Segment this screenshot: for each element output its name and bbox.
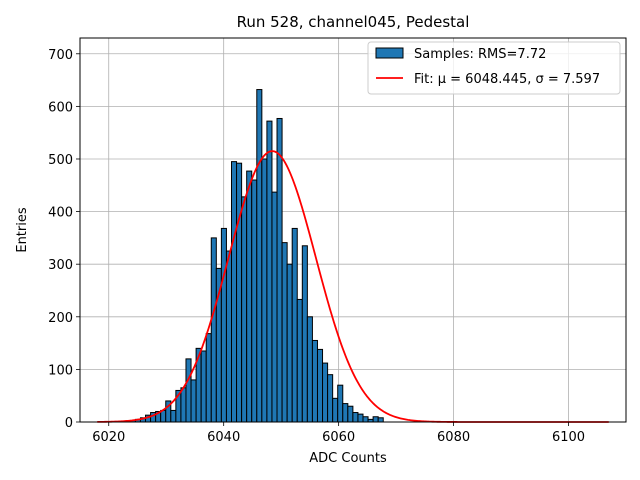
legend: Samples: RMS=7.72 Fit: μ = 6048.445, σ =… bbox=[367, 41, 621, 95]
histogram-bar bbox=[316, 348, 324, 423]
x-tick-label: 6060 bbox=[322, 430, 355, 445]
histogram-bar bbox=[377, 417, 384, 423]
histogram-bar bbox=[332, 397, 339, 423]
x-axis-label: ADC Counts bbox=[309, 451, 387, 466]
histogram-bar bbox=[342, 403, 349, 423]
histogram-bar bbox=[241, 196, 248, 423]
histogram-bar bbox=[352, 412, 359, 423]
histogram-bar bbox=[357, 413, 364, 423]
histogram-bar bbox=[271, 191, 278, 423]
histogram-bar bbox=[301, 245, 308, 423]
histogram-bar bbox=[347, 405, 354, 423]
legend-box bbox=[367, 41, 621, 95]
histogram-bar bbox=[311, 339, 318, 423]
histogram-bar bbox=[231, 161, 238, 423]
y-tick-label: 700 bbox=[48, 48, 73, 63]
x-tick-label: 6100 bbox=[552, 430, 585, 445]
y-tick-label: 0 bbox=[65, 416, 73, 431]
histogram-bar bbox=[236, 162, 243, 423]
histogram-bar bbox=[362, 416, 369, 423]
histogram-bar bbox=[220, 227, 227, 423]
histogram-bar bbox=[190, 379, 197, 423]
y-tick-label: 400 bbox=[48, 206, 73, 221]
y-axis-label: Entries bbox=[15, 207, 30, 253]
histogram-bar bbox=[200, 350, 207, 423]
histogram-bar bbox=[246, 170, 253, 423]
x-tick-label: 6040 bbox=[207, 430, 240, 445]
histogram-bar bbox=[296, 298, 303, 423]
y-tick-label: 100 bbox=[48, 363, 73, 378]
histogram-bar bbox=[291, 227, 298, 423]
y-tick-label: 600 bbox=[48, 100, 73, 115]
histogram-bar bbox=[261, 158, 268, 423]
y-tick-label: 200 bbox=[48, 311, 73, 326]
histogram-bar bbox=[251, 179, 258, 423]
histogram-bars bbox=[119, 89, 384, 423]
plot-frame bbox=[79, 37, 627, 423]
y-tick-label: 500 bbox=[48, 153, 73, 168]
histogram-bar bbox=[337, 384, 344, 423]
histogram-bar bbox=[276, 117, 283, 423]
legend-label-samples: Samples: RMS=7.72 bbox=[414, 47, 546, 62]
x-tick-label: 6020 bbox=[92, 430, 125, 445]
histogram-bar bbox=[205, 333, 212, 423]
histogram-bar bbox=[185, 358, 192, 423]
y-tick-label: 300 bbox=[48, 258, 73, 273]
legend-swatch-samples bbox=[375, 47, 404, 59]
histogram-bar bbox=[225, 250, 233, 423]
histogram-bar bbox=[327, 374, 334, 423]
x-tick-label: 6080 bbox=[437, 430, 470, 445]
histogram-bar bbox=[180, 387, 187, 423]
histogram-bar bbox=[170, 409, 177, 423]
histogram-bar bbox=[322, 362, 329, 423]
chart-title: Run 528, channel045, Pedestal bbox=[237, 13, 470, 31]
histogram-bar bbox=[306, 316, 313, 423]
histogram-bar bbox=[281, 242, 288, 423]
histogram-bar bbox=[266, 120, 273, 423]
legend-label-fit: Fit: μ = 6048.445, σ = 7.597 bbox=[414, 72, 600, 87]
histogram-bar bbox=[286, 263, 293, 423]
histogram-bar bbox=[210, 237, 217, 423]
histogram-bar bbox=[372, 416, 379, 423]
histogram-bar bbox=[256, 89, 263, 423]
axis-ticks: 6020 6040 6060 6080 6100 0 100 200 300 400 500 600 7… bbox=[48, 48, 585, 445]
